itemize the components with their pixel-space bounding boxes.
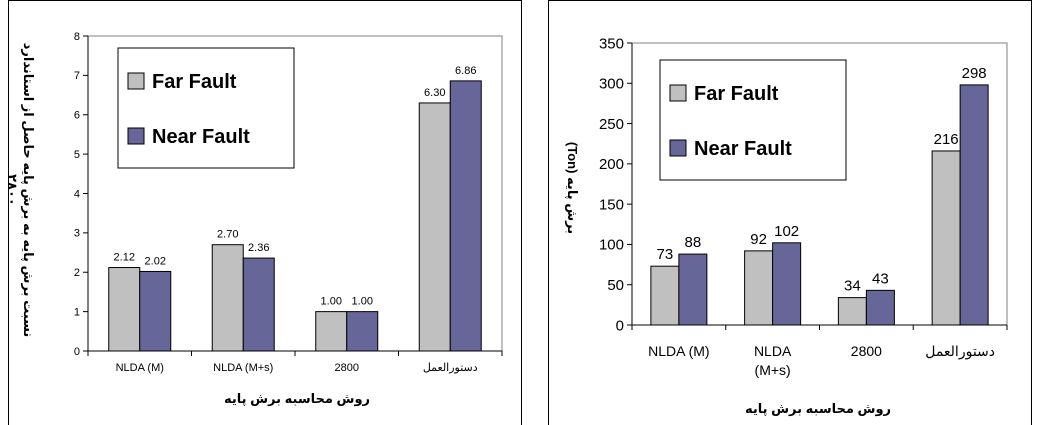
category-label: NLDA xyxy=(754,343,792,359)
legend-label-far: Far Fault xyxy=(152,71,237,93)
y-tick-label: 8 xyxy=(74,31,80,43)
legend-label-far: Far Fault xyxy=(694,83,779,105)
y-axis-title: برش پایه (Ton) xyxy=(565,142,580,234)
data-label-far-2: 1.00 xyxy=(321,296,342,308)
category-label: NLDA (M) xyxy=(116,362,164,374)
bar-near-1 xyxy=(242,257,275,352)
category-label: 2800 xyxy=(335,362,359,374)
y-tick-label: 3 xyxy=(74,228,80,240)
data-label-near-1: 2.36 xyxy=(248,242,269,254)
category-label: دستورالعمل xyxy=(423,362,478,374)
data-label-near-2: 43 xyxy=(872,270,889,287)
legend-swatch-near xyxy=(127,127,145,145)
y-tick-label: 0 xyxy=(74,346,80,358)
bar-near-1 xyxy=(772,242,802,326)
legend-label-near: Near Fault xyxy=(694,138,792,160)
legend-swatch-far xyxy=(669,84,687,102)
data-label-far-3: 6.30 xyxy=(424,87,445,99)
y-tick-label: 1 xyxy=(74,306,80,318)
y-tick-label: 6 xyxy=(74,110,80,122)
y-tick-label: 7 xyxy=(74,70,80,82)
bar-near-0 xyxy=(139,270,172,352)
data-label-far-0: 2.12 xyxy=(114,252,135,264)
y-tick-label: 2 xyxy=(74,267,80,279)
chart-left-frame xyxy=(8,0,522,425)
y-tick-label: 350 xyxy=(599,35,624,52)
y-tick-label: 250 xyxy=(599,116,624,133)
data-label-far-3: 216 xyxy=(934,131,959,148)
y-tick-label: 5 xyxy=(74,149,80,161)
y-tick-label: 150 xyxy=(599,196,624,213)
category-label: 2800 xyxy=(851,343,882,359)
category-label: NLDA (M+s) xyxy=(213,362,273,374)
bar-near-0 xyxy=(678,253,708,326)
y-tick-label: 100 xyxy=(599,237,624,254)
y-tick-label: 4 xyxy=(74,188,80,200)
legend-box xyxy=(117,47,295,169)
category-label: (M+s) xyxy=(755,362,791,378)
y-tick-label: 300 xyxy=(599,76,624,93)
legend-swatch-near xyxy=(669,139,687,157)
chart-left: 0 1 2 3 4 5 6 7 8 2.12 2.02 NLDA (M) 2.70 2.36 NLDA (M… xyxy=(5,31,503,406)
bar-far-0 xyxy=(650,265,680,326)
bar-far-1 xyxy=(744,250,774,326)
legend-label-near: Near Fault xyxy=(152,126,250,148)
data-label-far-2: 34 xyxy=(844,278,861,295)
data-label-near-0: 88 xyxy=(685,234,702,251)
y-axis-title: نسبت برش پایه به برش پایه حاصل از استاند… xyxy=(5,43,36,338)
data-label-near-1: 102 xyxy=(774,223,799,240)
bar-near-2 xyxy=(346,311,379,352)
x-axis-title: روش محاسبه برش پایه xyxy=(745,401,891,416)
x-axis-title: روش محاسبه برش پایه xyxy=(224,391,370,406)
bar-near-3 xyxy=(959,84,989,326)
data-label-far-1: 2.70 xyxy=(217,229,238,241)
bar-near-2 xyxy=(865,289,895,326)
category-label: دستورالعمل xyxy=(925,343,995,360)
y-tick-label: 0 xyxy=(616,317,624,334)
y-tick-label: 50 xyxy=(607,277,624,294)
data-label-far-0: 73 xyxy=(657,246,674,263)
category-label: NLDA (M) xyxy=(648,343,709,359)
bar-far-3 xyxy=(931,150,961,326)
y-axis-title-line: نسبت برش پایه به برش پایه حاصل از استاند… xyxy=(21,43,36,338)
y-axis-title-line: برش پایه (Ton) xyxy=(565,142,580,234)
legend-box xyxy=(659,59,847,181)
data-label-far-1: 92 xyxy=(750,231,767,248)
data-label-near-0: 2.02 xyxy=(145,255,166,267)
bar-far-0 xyxy=(108,267,141,352)
y-tick-label: 200 xyxy=(599,156,624,173)
chart-right: 0 50 100 150 200 250 300 350 73 88 NLDA (M) 92 102 NL… xyxy=(565,35,1008,416)
bar-far-1 xyxy=(211,244,244,352)
y-axis-title-line: ۲۸۰۰ xyxy=(5,174,20,206)
bar-far-2 xyxy=(837,297,867,326)
legend-swatch-far xyxy=(127,72,145,90)
data-label-near-3: 298 xyxy=(962,65,987,82)
data-label-near-3: 6.86 xyxy=(455,65,476,77)
bar-far-2 xyxy=(315,311,348,352)
chart-right-frame xyxy=(548,0,1032,425)
data-label-near-2: 1.00 xyxy=(352,296,373,308)
bar-near-3 xyxy=(449,80,482,352)
bar-far-3 xyxy=(418,102,451,352)
